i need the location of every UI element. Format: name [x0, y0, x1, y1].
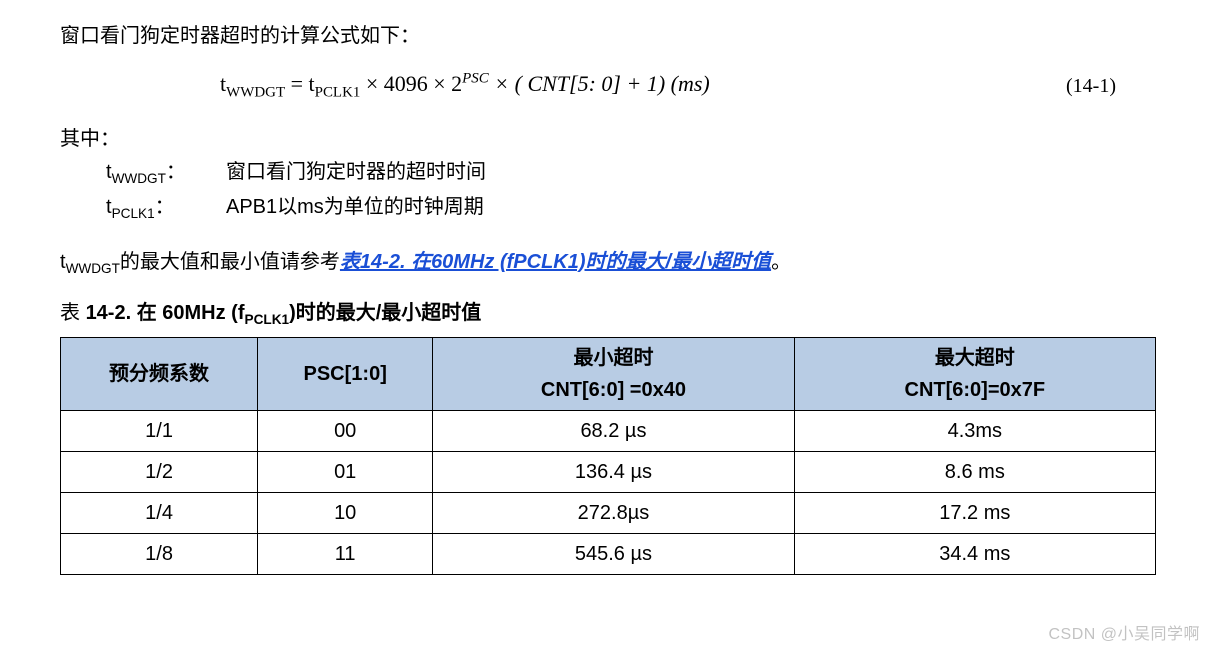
- table-row: 1/2 01 136.4 µs 8.6 ms: [61, 452, 1156, 493]
- def2-colon: ：: [155, 196, 175, 218]
- def1-colon: ：: [166, 161, 186, 183]
- formula-row: tWWDGT = tPCLK1 × 4096 × 2PSC × ( CNT[5:…: [60, 66, 1156, 105]
- ref-link[interactable]: 表14-2. 在60MHz (fPCLK1)时的最大/最小超时值: [340, 251, 771, 273]
- cell-psc: 11: [258, 534, 433, 575]
- title-num: 14-2.: [86, 302, 137, 324]
- ref-mid: 的最大值和最小值请参考: [120, 251, 340, 273]
- cell-prescaler: 1/2: [61, 452, 258, 493]
- col-header-min: 最小超时 CNT[6:0] =0x40: [433, 338, 794, 411]
- formula-mul1: × 4096 × 2: [366, 71, 462, 96]
- intro-paragraph: 窗口看门狗定时器超时的计算公式如下：: [60, 20, 1156, 52]
- formula-body: tWWDGT = tPCLK1 × 4096 × 2PSC × ( CNT[5:…: [220, 66, 1066, 105]
- where-label: 其中：: [60, 123, 1156, 155]
- def2-desc: APB1以ms为单位的时钟周期: [226, 190, 1156, 225]
- table-header-row: 预分频系数 PSC[1:0] 最小超时 CNT[6:0] =0x40 最大超时 …: [61, 338, 1156, 411]
- definition-row: tWWDGT： 窗口看门狗定时器的超时时间: [106, 155, 1156, 190]
- definition-row: tPCLK1： APB1以ms为单位的时钟周期: [106, 190, 1156, 225]
- table-row: 1/4 10 272.8µs 17.2 ms: [61, 493, 1156, 534]
- col-header-psc: PSC[1:0]: [258, 338, 433, 411]
- def1-desc: 窗口看门狗定时器的超时时间: [226, 155, 1156, 190]
- reference-line: tWWDGT的最大值和最小值请参考表14-2. 在60MHz (fPCLK1)时…: [60, 246, 1156, 280]
- ref-suffix: 。: [771, 251, 791, 273]
- cell-min: 68.2 µs: [433, 411, 794, 452]
- col-h4-line2: CNT[6:0]=0x7F: [799, 374, 1151, 406]
- ref-sub: WWDGT: [66, 261, 120, 276]
- formula-lhs-sub: WWDGT: [226, 84, 285, 100]
- formula-eq: =: [291, 71, 309, 96]
- col-header-prescaler: 预分频系数: [61, 338, 258, 411]
- title-rest-1: 在 60MHz (f: [137, 302, 245, 324]
- col-header-max: 最大超时 CNT[6:0]=0x7F: [794, 338, 1155, 411]
- watermark: CSDN @小吴同学啊: [1048, 622, 1200, 648]
- formula-rhs1-sub: PCLK1: [315, 84, 361, 100]
- cell-min: 272.8µs: [433, 493, 794, 534]
- cell-psc: 01: [258, 452, 433, 493]
- cell-max: 17.2 ms: [794, 493, 1155, 534]
- formula-number: (14-1): [1066, 70, 1156, 102]
- timeout-table: 预分频系数 PSC[1:0] 最小超时 CNT[6:0] =0x40 最大超时 …: [60, 337, 1156, 575]
- cell-max: 4.3ms: [794, 411, 1155, 452]
- formula-exp: PSC: [462, 71, 489, 87]
- table-title: 表 14-2. 在 60MHz (fPCLK1)时的最大/最小超时值: [60, 297, 1156, 331]
- title-pre: 表: [60, 302, 86, 324]
- definition-block: tWWDGT： 窗口看门狗定时器的超时时间 tPCLK1： APB1以ms为单位…: [106, 155, 1156, 225]
- title-rest-2: )时的最大/最小超时值: [289, 302, 481, 324]
- def-term-2: tPCLK1：: [106, 190, 226, 225]
- cell-prescaler: 1/4: [61, 493, 258, 534]
- col-h2-line1: PSC[1:0]: [304, 363, 387, 385]
- col-h1-line1: 预分频系数: [109, 363, 209, 385]
- col-h4-line1: 最大超时: [799, 342, 1151, 374]
- cell-min: 545.6 µs: [433, 534, 794, 575]
- document-page: 窗口看门狗定时器超时的计算公式如下： tWWDGT = tPCLK1 × 409…: [0, 0, 1216, 654]
- def1-sub: WWDGT: [112, 171, 166, 186]
- cell-psc: 10: [258, 493, 433, 534]
- table-row: 1/1 00 68.2 µs 4.3ms: [61, 411, 1156, 452]
- cell-max: 8.6 ms: [794, 452, 1155, 493]
- formula-mul2: × ( CNT[5: 0] + 1) (ms): [494, 71, 709, 96]
- title-rest-sub: PCLK1: [245, 312, 290, 327]
- col-h3-line2: CNT[6:0] =0x40: [437, 374, 789, 406]
- col-h3-line1: 最小超时: [437, 342, 789, 374]
- cell-min: 136.4 µs: [433, 452, 794, 493]
- table-row: 1/8 11 545.6 µs 34.4 ms: [61, 534, 1156, 575]
- cell-max: 34.4 ms: [794, 534, 1155, 575]
- cell-psc: 00: [258, 411, 433, 452]
- def2-sub: PCLK1: [112, 206, 155, 221]
- def-term-1: tWWDGT：: [106, 155, 226, 190]
- cell-prescaler: 1/1: [61, 411, 258, 452]
- cell-prescaler: 1/8: [61, 534, 258, 575]
